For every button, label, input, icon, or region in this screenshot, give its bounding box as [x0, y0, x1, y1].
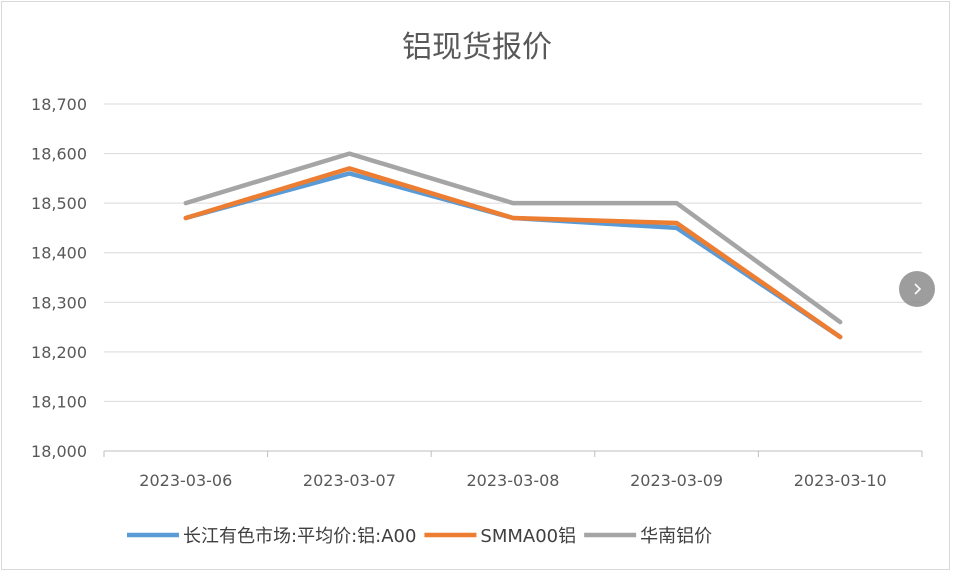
axes: 18,000 18,100 18,200 18,300 18,400 18,500 18,6…	[31, 95, 923, 490]
next-chart-button[interactable]	[899, 271, 935, 307]
y-tick-label: 18,600	[31, 145, 87, 164]
x-tick-label: 2023-03-07	[303, 471, 396, 490]
y-tick-label: 18,500	[31, 194, 87, 213]
series-line	[183, 166, 843, 340]
series-line	[183, 151, 843, 325]
x-tick-label: 2023-03-06	[139, 471, 232, 490]
x-tick-label: 2023-03-10	[794, 471, 887, 490]
series-lines	[183, 151, 843, 340]
chart-title: 铝现货报价	[402, 30, 552, 65]
y-tick-label: 18,000	[31, 442, 87, 461]
legend: 长江有色市场:平均价:铝:A00 SMMA00铝 华南铝价	[127, 526, 712, 547]
gridlines	[104, 103, 922, 402]
y-tick-label: 18,200	[31, 343, 87, 362]
y-tick-label: 18,400	[31, 244, 87, 263]
y-tick-label: 18,300	[31, 293, 87, 312]
legend-label: 长江有色市场:平均价:铝:A00	[183, 526, 416, 547]
x-tick-label: 2023-03-09	[630, 471, 723, 490]
y-tick-label: 18,700	[31, 95, 87, 114]
x-tick-label: 2023-03-08	[467, 471, 560, 490]
y-tick-label: 18,100	[31, 392, 87, 411]
legend-label: 华南铝价	[640, 526, 712, 547]
legend-label: SMMA00铝	[480, 526, 576, 547]
series-line	[183, 171, 843, 340]
chevron-right-icon	[914, 283, 922, 295]
